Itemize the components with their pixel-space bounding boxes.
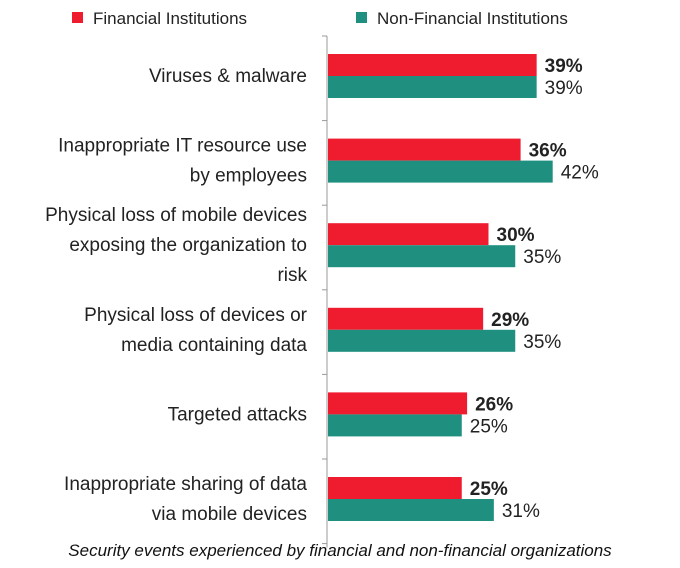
value-label-financial-4: 29%	[491, 310, 529, 331]
category-label-6: Inappropriate sharing of data via mobile …	[64, 474, 307, 525]
category-label-5: Targeted attacks	[168, 404, 307, 425]
legend-swatch-1	[72, 12, 83, 23]
value-label-non-financial-1: 39%	[545, 78, 583, 99]
bar-non-financial-6	[328, 499, 494, 521]
legend-label-2: Non-Financial Institutions	[377, 9, 568, 28]
category-label-1: Viruses & malware	[149, 66, 307, 87]
bar-financial-5	[328, 392, 468, 415]
bar-non-financial-3	[328, 245, 516, 268]
bar-non-financial-5	[328, 414, 462, 437]
value-label-non-financial-2: 42%	[561, 163, 599, 184]
bar-financial-2	[328, 138, 521, 161]
value-label-financial-2: 36%	[529, 141, 567, 162]
bar-non-financial-1	[328, 76, 537, 98]
value-label-financial-6: 25%	[470, 479, 508, 500]
legend-label-1: Financial Institutions	[93, 9, 247, 28]
category-label-3: Physical loss of mobile devices exposing …	[45, 205, 307, 286]
bar-non-financial-2	[328, 160, 553, 183]
legend-swatch-2	[356, 12, 367, 23]
chart-caption: Security events experienced by financial…	[68, 541, 612, 560]
category-axis	[322, 35, 328, 548]
category-labels: Viruses & malware Inappropriate IT resour…	[45, 66, 308, 525]
bar-financial-1	[328, 54, 537, 76]
value-label-non-financial-4: 35%	[523, 332, 561, 353]
value-label-non-financial-3: 35%	[523, 247, 561, 268]
bars	[328, 54, 553, 521]
value-label-financial-3: 30%	[497, 225, 535, 246]
bar-financial-6	[328, 477, 462, 499]
bar-non-financial-4	[328, 329, 516, 352]
value-label-financial-5: 26%	[475, 394, 513, 415]
value-label-non-financial-6: 31%	[502, 501, 540, 522]
bar-financial-3	[328, 223, 489, 246]
category-label-2: Inappropriate IT resource use by employee…	[58, 136, 307, 187]
value-label-financial-1: 39%	[545, 56, 583, 77]
chart-legend: Financial Institutions Non-Financial Inst…	[72, 9, 568, 28]
category-label-4: Physical loss of devices or media contain…	[84, 305, 307, 356]
bar-financial-4	[328, 307, 484, 330]
value-label-non-financial-5: 25%	[470, 416, 508, 437]
value-labels: 39%39%36%42%30%35%29%35%26%25%25%31%	[470, 56, 599, 522]
